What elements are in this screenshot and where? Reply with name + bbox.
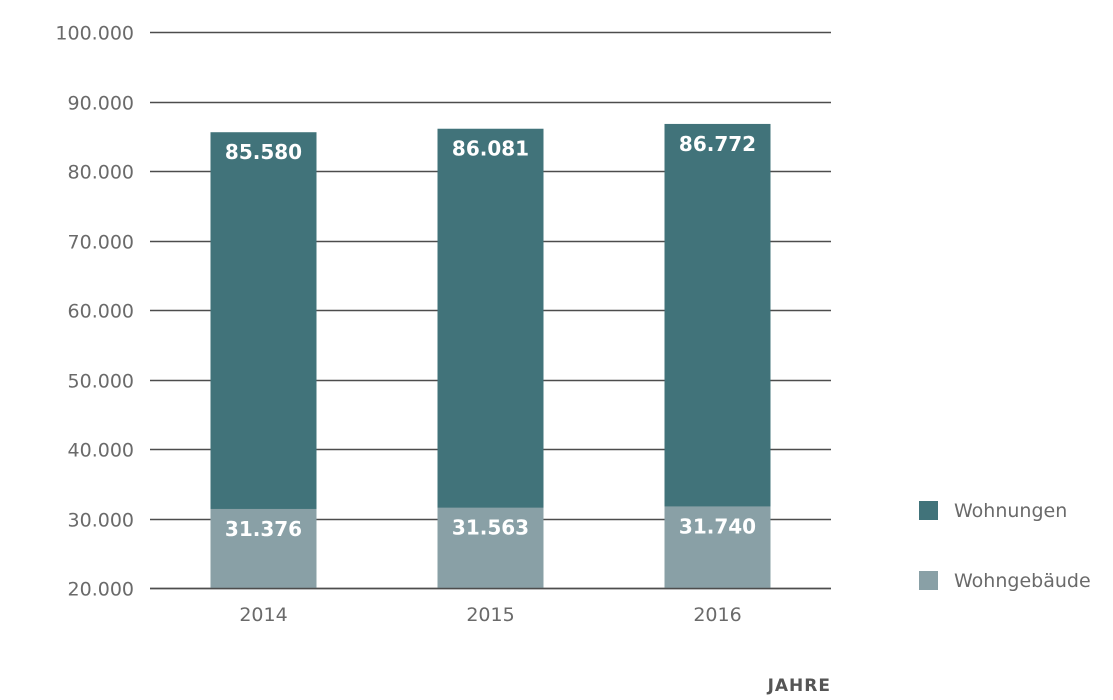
legend: Wohnungen Wohngebäude [919, 500, 1091, 592]
legend-swatch [919, 501, 938, 520]
y-tick-label: 40.000 [68, 440, 134, 462]
x-axis-title: JAHRE [767, 676, 831, 696]
bar-value-label: 86.081 [452, 137, 529, 161]
x-tick-label: 2015 [466, 604, 514, 626]
bar-value-label: 31.740 [679, 514, 756, 538]
bar-value-label: 85.580 [225, 140, 302, 164]
bar-wohngeb-ude-2014 [210, 508, 317, 588]
y-tick-label: 80.000 [68, 162, 134, 184]
y-tick-label: 70.000 [68, 232, 134, 254]
y-tick-label: 50.000 [68, 371, 134, 393]
bar-wohngeb-ude-2016 [664, 506, 771, 588]
y-tick-label: 60.000 [68, 301, 134, 323]
bar-wohngeb-ude-2015 [437, 507, 544, 588]
x-axis-ticks: 2014 2015 2016 [239, 604, 741, 626]
bar-value-label: 31.376 [225, 517, 302, 541]
legend-label: Wohnungen [954, 500, 1067, 522]
legend-label: Wohngebäude [954, 570, 1091, 592]
bar-value-label: 31.563 [452, 516, 529, 540]
x-tick-label: 2016 [693, 604, 741, 626]
x-tick-label: 2014 [239, 604, 287, 626]
y-tick-label: 30.000 [68, 510, 134, 532]
bars-layer: 85.580 86.081 86.772 31.376 31.563 31.740 [150, 123, 831, 590]
y-tick-label: 90.000 [68, 93, 134, 115]
y-tick-label: 100.000 [55, 23, 134, 45]
bar-value-label: 86.772 [679, 132, 756, 156]
legend-swatch [919, 571, 938, 590]
y-axis-ticks: 20.000 30.000 40.000 50.000 60.000 70.000 80.0… [55, 23, 134, 601]
y-tick-label: 20.000 [68, 579, 134, 601]
